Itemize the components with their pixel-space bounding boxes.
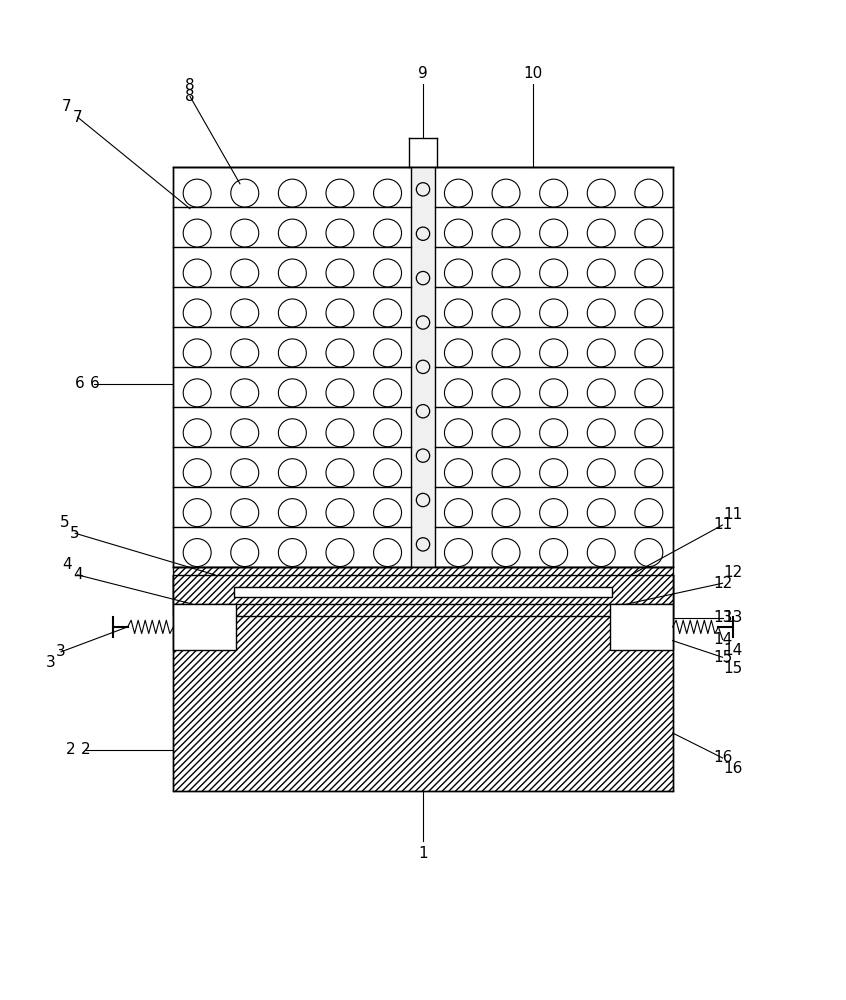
Text: 14: 14 <box>713 632 732 647</box>
Text: 1: 1 <box>418 846 428 861</box>
Text: 7: 7 <box>62 99 72 114</box>
Text: 11: 11 <box>723 507 743 522</box>
Text: 3: 3 <box>56 644 66 659</box>
Text: 3: 3 <box>47 655 56 670</box>
Polygon shape <box>234 587 612 597</box>
Text: 8: 8 <box>185 89 195 104</box>
Text: 11: 11 <box>713 517 732 532</box>
Text: 2: 2 <box>66 742 76 757</box>
Text: 4: 4 <box>62 557 72 572</box>
Polygon shape <box>173 604 236 650</box>
Text: 7: 7 <box>73 110 83 125</box>
Polygon shape <box>173 567 673 604</box>
Polygon shape <box>411 167 435 567</box>
Text: 12: 12 <box>723 565 743 580</box>
Text: 4: 4 <box>73 567 83 582</box>
Polygon shape <box>173 575 673 616</box>
Text: 9: 9 <box>418 66 428 81</box>
Polygon shape <box>173 167 673 567</box>
Text: 10: 10 <box>523 66 542 81</box>
Text: 13: 13 <box>723 610 743 625</box>
Polygon shape <box>173 575 673 791</box>
Text: 15: 15 <box>713 650 732 665</box>
Text: 14: 14 <box>723 643 743 658</box>
Text: 6: 6 <box>75 376 85 391</box>
Text: 16: 16 <box>723 761 743 776</box>
Text: 16: 16 <box>713 750 733 765</box>
Polygon shape <box>610 604 673 650</box>
Text: 5: 5 <box>70 526 80 541</box>
Text: 12: 12 <box>713 576 732 591</box>
Text: 8: 8 <box>185 78 195 93</box>
Text: 6: 6 <box>90 376 99 391</box>
Text: 15: 15 <box>723 661 743 676</box>
Text: 2: 2 <box>81 742 91 757</box>
Text: 13: 13 <box>713 610 733 625</box>
Text: 5: 5 <box>59 515 69 530</box>
